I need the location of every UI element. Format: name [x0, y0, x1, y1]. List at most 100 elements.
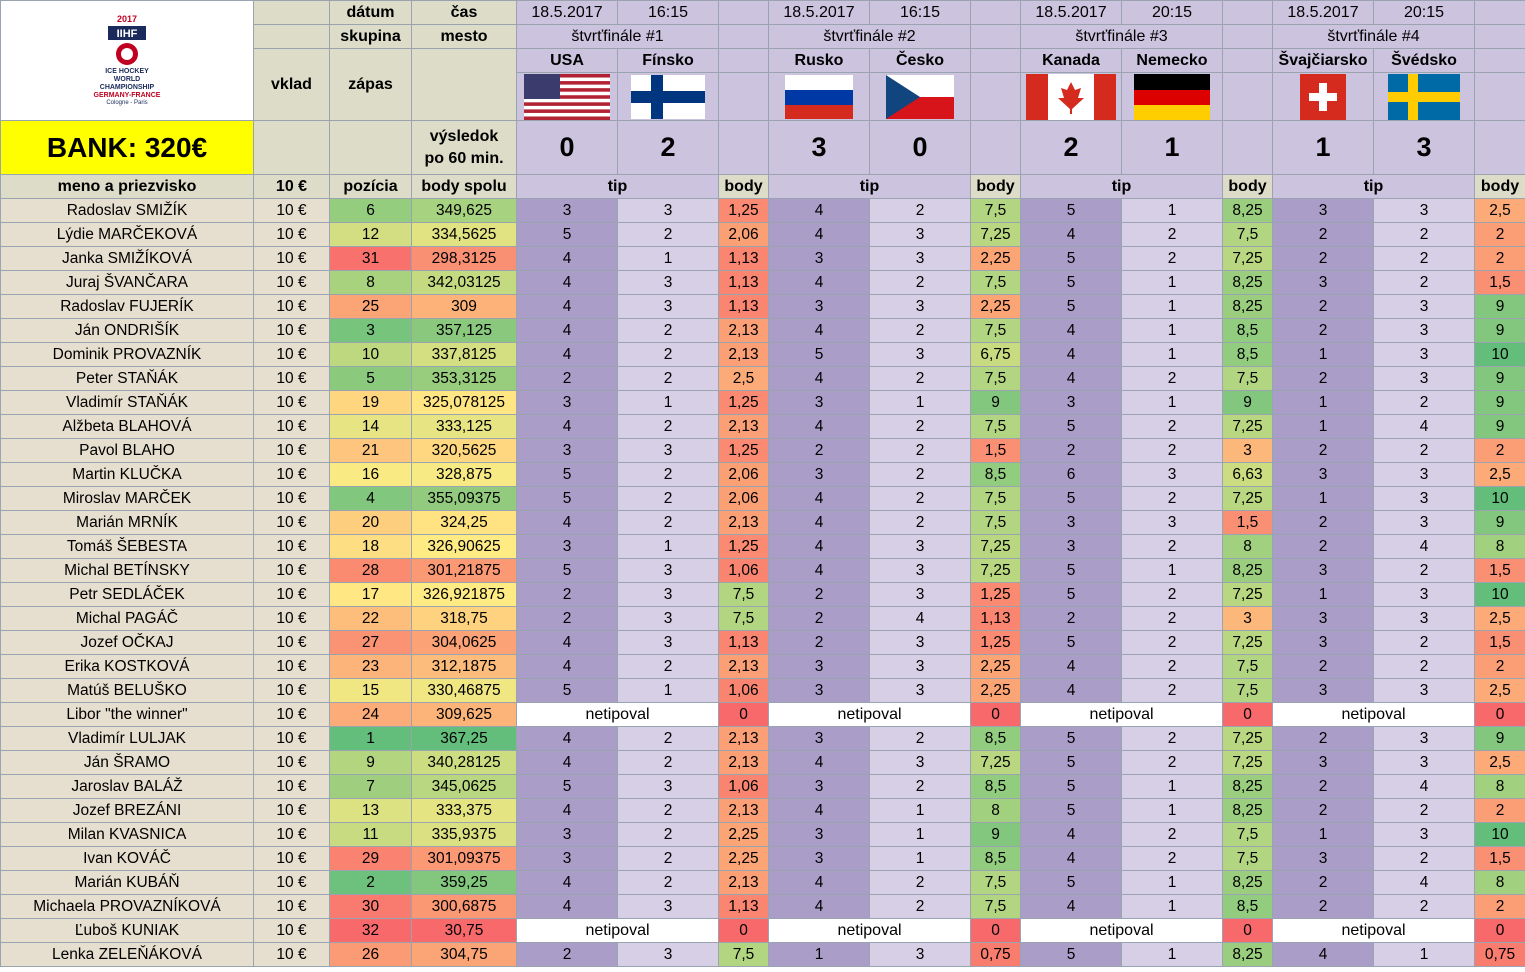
- cell-tip-home[interactable]: 4: [516, 894, 618, 919]
- cell-tip-home[interactable]: 4: [768, 894, 870, 919]
- cell-pozicia[interactable]: 26: [329, 942, 412, 967]
- cell-tip-away[interactable]: 3: [617, 606, 719, 631]
- cell-body[interactable]: 1,25: [718, 438, 769, 463]
- cell-tip-home[interactable]: 1: [1272, 342, 1374, 367]
- cell-tip-away[interactable]: 2: [1121, 606, 1223, 631]
- cell-body[interactable]: 7,5: [1222, 366, 1273, 391]
- cell-tip-away[interactable]: 1: [1121, 774, 1223, 799]
- cell-vklad[interactable]: 10 €: [253, 894, 330, 919]
- cell-name[interactable]: Vladimír STAŇÁK: [0, 390, 254, 415]
- cell-pozicia[interactable]: 6: [329, 198, 412, 223]
- cell-body-spolu[interactable]: 357,125: [411, 318, 517, 343]
- cell-body[interactable]: 2: [1474, 654, 1525, 679]
- cell-tip-home[interactable]: 5: [1020, 630, 1122, 655]
- cell-tip-home[interactable]: 2: [1272, 510, 1374, 535]
- cell-body[interactable]: 7,5: [970, 414, 1021, 439]
- cell-tip-netipoval[interactable]: netipoval: [516, 918, 719, 943]
- cell-tip-home[interactable]: 2: [1272, 246, 1374, 271]
- cell-body[interactable]: 6,63: [1222, 462, 1273, 487]
- cell-body[interactable]: 1,13: [718, 294, 769, 319]
- cell-vklad[interactable]: 10 €: [253, 822, 330, 847]
- cell-body[interactable]: 1,5: [970, 438, 1021, 463]
- cell-name[interactable]: Jaroslav BALÁŽ: [0, 774, 254, 799]
- cell-tip-away[interactable]: 3: [1121, 462, 1223, 487]
- cell-body[interactable]: 7,25: [1222, 246, 1273, 271]
- cell-body[interactable]: 7,25: [1222, 414, 1273, 439]
- cell-body[interactable]: 2,5: [718, 366, 769, 391]
- cell-tip-away[interactable]: 2: [1373, 246, 1475, 271]
- cell-tip-home[interactable]: 3: [1272, 270, 1374, 295]
- cell-body[interactable]: 7,25: [970, 534, 1021, 559]
- cell-body[interactable]: 2,13: [718, 870, 769, 895]
- cell-tip-home[interactable]: 1: [1272, 486, 1374, 511]
- cell-tip-home[interactable]: 4: [768, 318, 870, 343]
- cell-tip-home[interactable]: 2: [1020, 438, 1122, 463]
- cell-vklad[interactable]: 10 €: [253, 654, 330, 679]
- cell-body[interactable]: 2,06: [718, 462, 769, 487]
- cell-pozicia[interactable]: 2: [329, 870, 412, 895]
- cell-name[interactable]: Martin KLUČKA: [0, 462, 254, 487]
- cell-tip-away[interactable]: 1: [1121, 942, 1223, 967]
- cell-body[interactable]: 8,5: [970, 774, 1021, 799]
- cell-body[interactable]: 7,5: [718, 942, 769, 967]
- cell-vklad[interactable]: 10 €: [253, 222, 330, 247]
- cell-tip-home[interactable]: 2: [1272, 366, 1374, 391]
- cell-tip-away[interactable]: 3: [617, 294, 719, 319]
- cell-pozicia[interactable]: 20: [329, 510, 412, 535]
- cell-body[interactable]: 2,25: [718, 846, 769, 871]
- cell-body[interactable]: 2: [1474, 246, 1525, 271]
- cell-tip-home[interactable]: 4: [516, 318, 618, 343]
- cell-body[interactable]: 0: [718, 702, 769, 727]
- cell-tip-home[interactable]: 4: [516, 654, 618, 679]
- cell-body[interactable]: 9: [1474, 318, 1525, 343]
- cell-tip-away[interactable]: 2: [869, 414, 971, 439]
- cell-tip-away[interactable]: 2: [617, 798, 719, 823]
- cell-tip-away[interactable]: 3: [1373, 318, 1475, 343]
- cell-tip-away[interactable]: 3: [1373, 606, 1475, 631]
- cell-tip-home[interactable]: 2: [1272, 654, 1374, 679]
- cell-pozicia[interactable]: 12: [329, 222, 412, 247]
- cell-tip-away[interactable]: 3: [869, 942, 971, 967]
- cell-tip-away[interactable]: 1: [1373, 942, 1475, 967]
- cell-vklad[interactable]: 10 €: [253, 582, 330, 607]
- cell-body-spolu[interactable]: 342,03125: [411, 270, 517, 295]
- cell-vklad[interactable]: 10 €: [253, 870, 330, 895]
- cell-tip-home[interactable]: 3: [1020, 510, 1122, 535]
- cell-body[interactable]: 1,13: [718, 894, 769, 919]
- cell-body[interactable]: 8,5: [970, 846, 1021, 871]
- cell-tip-home[interactable]: 5: [1020, 414, 1122, 439]
- cell-body[interactable]: 2,5: [1474, 678, 1525, 703]
- cell-name[interactable]: Milan KVASNICA: [0, 822, 254, 847]
- cell-body[interactable]: 7,5: [970, 366, 1021, 391]
- cell-body[interactable]: 8,5: [1222, 342, 1273, 367]
- cell-tip-home[interactable]: 4: [1020, 822, 1122, 847]
- cell-tip-home[interactable]: 4: [516, 750, 618, 775]
- cell-tip-home[interactable]: 2: [1272, 798, 1374, 823]
- cell-body[interactable]: 10: [1474, 342, 1525, 367]
- cell-body[interactable]: 7,5: [970, 270, 1021, 295]
- cell-body[interactable]: 7,25: [1222, 582, 1273, 607]
- cell-body[interactable]: 2: [1474, 438, 1525, 463]
- cell-tip-home[interactable]: 1: [768, 942, 870, 967]
- cell-pozicia[interactable]: 19: [329, 390, 412, 415]
- cell-body-spolu[interactable]: 301,09375: [411, 846, 517, 871]
- cell-body[interactable]: 7,5: [970, 318, 1021, 343]
- cell-tip-away[interactable]: 3: [869, 678, 971, 703]
- cell-pozicia[interactable]: 10: [329, 342, 412, 367]
- cell-body[interactable]: 2,5: [1474, 462, 1525, 487]
- cell-tip-home[interactable]: 3: [768, 390, 870, 415]
- cell-tip-home[interactable]: 3: [516, 534, 618, 559]
- cell-name[interactable]: Alžbeta BLAHOVÁ: [0, 414, 254, 439]
- cell-body-spolu[interactable]: 304,75: [411, 942, 517, 967]
- cell-name[interactable]: Ján ONDRIŠÍK: [0, 318, 254, 343]
- cell-body[interactable]: 7,25: [1222, 726, 1273, 751]
- cell-tip-home[interactable]: 2: [516, 942, 618, 967]
- cell-pozicia[interactable]: 18: [329, 534, 412, 559]
- cell-body[interactable]: 2,13: [718, 414, 769, 439]
- cell-pozicia[interactable]: 32: [329, 918, 412, 943]
- cell-body[interactable]: 7,5: [970, 486, 1021, 511]
- cell-body[interactable]: 1,5: [1474, 558, 1525, 583]
- cell-tip-away[interactable]: 3: [869, 294, 971, 319]
- cell-body[interactable]: 7,5: [970, 894, 1021, 919]
- cell-body-spolu[interactable]: 326,90625: [411, 534, 517, 559]
